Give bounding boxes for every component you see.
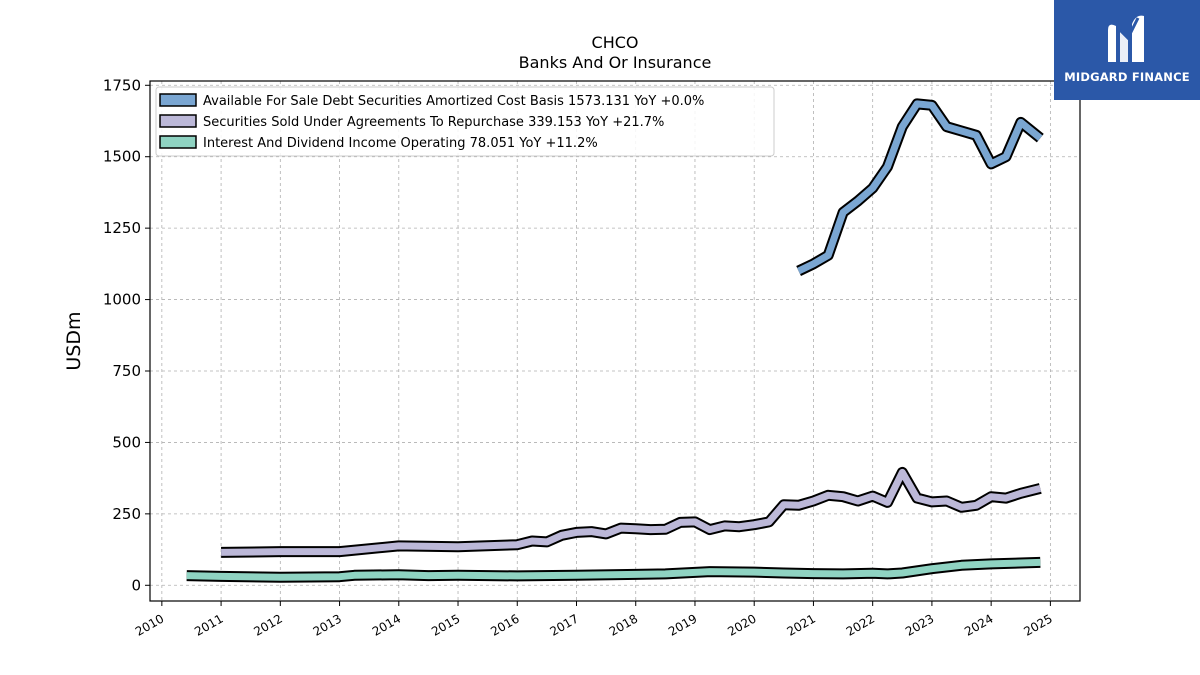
grid-lines (150, 81, 1080, 601)
legend-swatch-repo (159, 114, 197, 128)
series-layer (186, 98, 1044, 583)
legend-label-afs: Available For Sale Debt Securities Amort… (203, 94, 704, 109)
chart-subtitle: Banks And Or Insurance (519, 53, 712, 72)
logo-mark-icon (1108, 15, 1144, 63)
series-line-1 (221, 468, 1042, 556)
y-tick-label: 500 (112, 433, 141, 451)
plot-frame (149, 80, 1081, 602)
series-line-2 (186, 558, 1041, 581)
legend-label-interest: Interest And Dividend Income Operating 7… (203, 136, 598, 151)
legend-box (155, 86, 775, 157)
legend-swatch-afs (159, 93, 197, 107)
brand-logo: MIDGARD FINANCE (1054, 0, 1200, 100)
y-axis-label: USDm (63, 311, 85, 370)
legend-label-repo: Securities Sold Under Agreements To Repu… (203, 115, 664, 130)
y-tick-label: 0 (131, 576, 141, 594)
y-tick-label: 1000 (103, 291, 141, 309)
logo-text: MIDGARD FINANCE (1064, 70, 1190, 84)
y-tick-label: 1500 (103, 148, 141, 166)
y-tick-label: 1250 (103, 219, 141, 237)
y-tick-label: 750 (112, 362, 141, 380)
chart-title: CHCO (592, 33, 639, 52)
y-tick-label: 250 (112, 505, 141, 523)
legend-swatch-interest (159, 135, 197, 149)
y-axis: 0 250 500 750 1000 1250 1500 1750 (103, 76, 150, 594)
legend: Available For Sale Debt Securities Amort… (155, 86, 775, 157)
series-line-0 (797, 100, 1043, 275)
y-tick-label: 1750 (103, 76, 141, 94)
